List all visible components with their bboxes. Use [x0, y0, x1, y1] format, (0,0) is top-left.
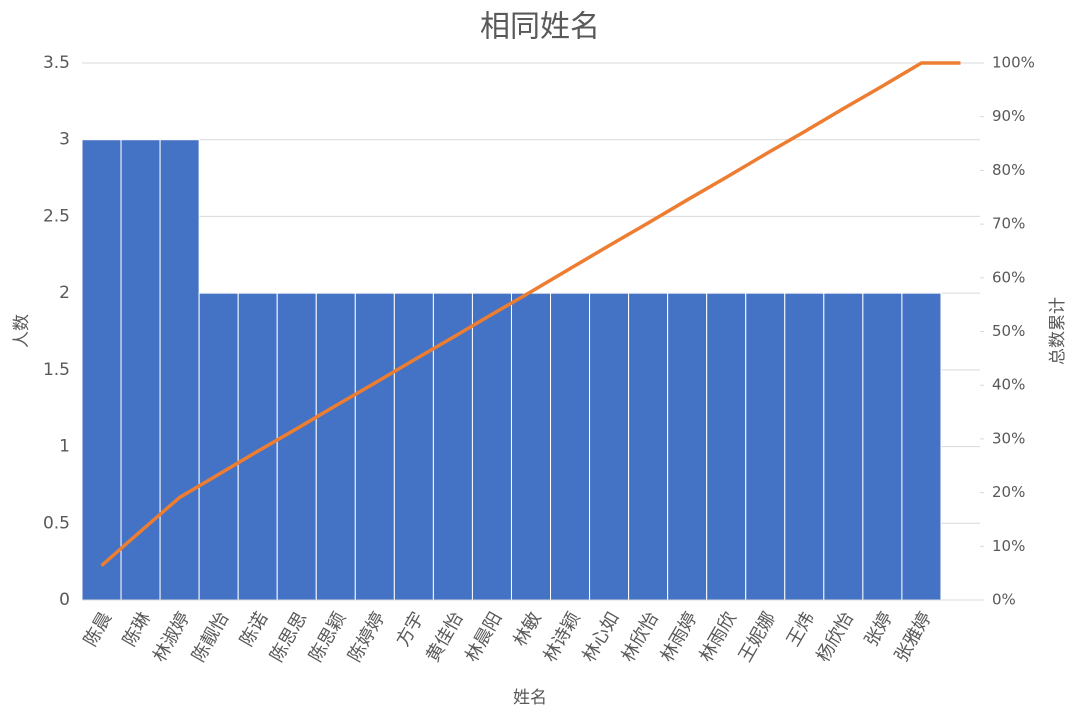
bar — [550, 292, 591, 601]
x-tick-label: 林淑婷 — [149, 609, 194, 666]
x-tick-label: 陈诺 — [236, 609, 272, 651]
bar — [315, 292, 356, 601]
y2-tick-label: 10% — [992, 537, 1025, 555]
bar — [276, 292, 317, 601]
x-tick-label: 陈婷婷 — [344, 609, 389, 666]
x-tick-label: 林敏 — [509, 609, 545, 651]
y-tick-label: 3.5 — [43, 53, 70, 73]
x-tick-label: 陈晨 — [80, 609, 116, 651]
y-tick-label: 0.5 — [43, 513, 70, 533]
x-tick-label: 张雅婷 — [891, 609, 936, 666]
bar — [237, 292, 278, 601]
bar — [901, 292, 942, 601]
y-tick-label: 2 — [59, 283, 70, 303]
cumulative-line — [100, 61, 961, 567]
x-tick-label: 林雨婷 — [657, 609, 702, 666]
bar — [120, 139, 161, 601]
y2-tick-label: 80% — [992, 161, 1025, 179]
y-tick-label: 3 — [59, 130, 70, 150]
bar — [706, 292, 747, 601]
x-tick-label: 张婷 — [861, 609, 897, 651]
bar — [628, 292, 669, 601]
bar — [471, 292, 512, 601]
bar — [745, 292, 786, 601]
y-axis-label: 人数 — [12, 314, 32, 348]
bar — [667, 292, 708, 601]
x-tick-label: 杨欣怡 — [813, 609, 858, 666]
x-axis-label: 姓名 — [513, 688, 547, 708]
bar — [198, 292, 239, 601]
x-tick-label: 方宇 — [392, 609, 428, 651]
y2-axis-label: 总数累计 — [1048, 297, 1068, 365]
x-tick-label: 林雨欣 — [696, 609, 741, 666]
y-tick-label: 1.5 — [43, 360, 70, 380]
bar — [862, 292, 903, 601]
bar — [823, 292, 864, 601]
x-tick-label: 陈思思 — [266, 609, 311, 666]
bar — [354, 292, 395, 601]
x-tick-label: 林心如 — [579, 609, 624, 666]
x-tick-label: 黄佳怡 — [422, 609, 467, 666]
bar — [81, 139, 122, 601]
y2-tick-label: 90% — [992, 107, 1025, 125]
y-tick-label: 1 — [59, 437, 70, 457]
y2-tick-label: 50% — [992, 322, 1025, 340]
x-tick-label: 陈琳 — [119, 609, 155, 651]
bar — [589, 292, 630, 601]
y2-tick-label: 60% — [992, 268, 1025, 286]
x-tick-label: 陈靓怡 — [188, 609, 233, 666]
y2-tick-label: 70% — [992, 215, 1025, 233]
bar — [159, 139, 200, 601]
y2-tick-label: 100% — [992, 54, 1035, 72]
x-tick-label: 林晨阳 — [461, 609, 506, 666]
x-tick-label: 陈思颖 — [305, 609, 350, 666]
bar — [784, 292, 825, 601]
x-tick-label: 林诗颖 — [540, 609, 585, 666]
y2-tick-label: 40% — [992, 376, 1025, 394]
x-tick-label: 王炜 — [783, 609, 819, 651]
x-tick-label: 王妮娜 — [735, 609, 780, 666]
bar — [393, 292, 434, 601]
bar — [510, 292, 552, 601]
y-tick-label: 2.5 — [43, 206, 70, 226]
y2-tick-label: 0% — [992, 591, 1016, 609]
chart-title: 相同姓名 — [480, 10, 600, 45]
x-tick-label: 林欣怡 — [618, 609, 663, 666]
y2-tick-label: 30% — [992, 429, 1025, 447]
y-tick-label: 0 — [59, 590, 70, 610]
y2-tick-label: 20% — [992, 483, 1025, 501]
